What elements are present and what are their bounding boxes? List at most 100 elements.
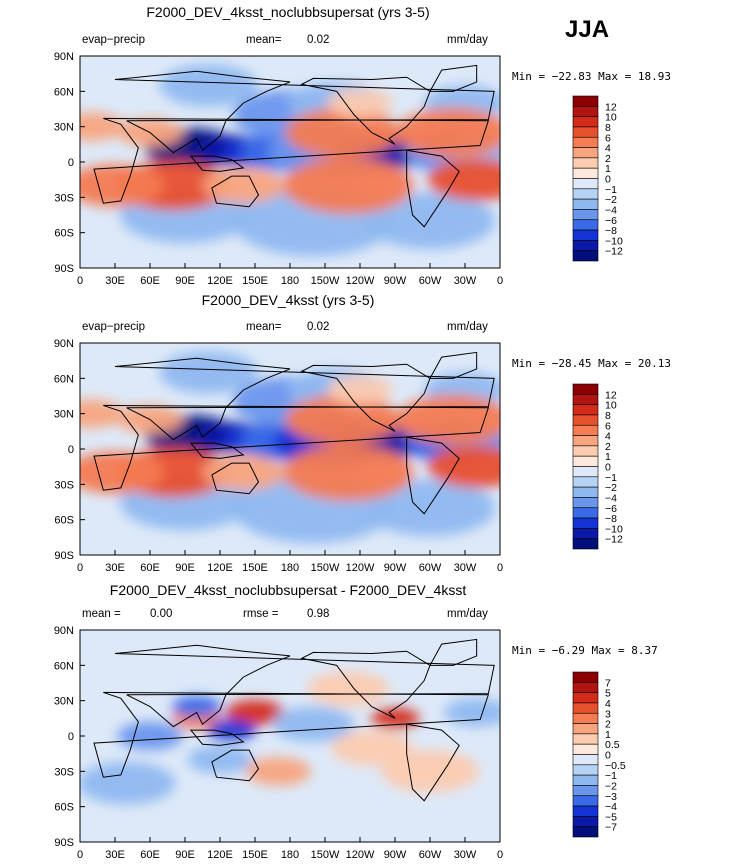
x-tick-label: 0 (77, 562, 83, 574)
y-tick-label: 60S (54, 515, 74, 527)
panel-1-stat-label: mean= (246, 34, 282, 46)
x-tick-label: 120E (207, 275, 233, 287)
coastline (189, 155, 245, 172)
colorbar-label: 4 (605, 431, 611, 443)
panel-1-title: F2000_DEV_4ksst_noclubbsupersat (yrs 3-5… (146, 4, 430, 20)
colorbar-swatch (572, 712, 599, 724)
colorbar-label: −12 (605, 534, 623, 546)
colorbar-label: −1 (605, 770, 617, 782)
field-anomaly (444, 698, 500, 727)
field-anomaly (364, 479, 496, 537)
x-tick-label: 120W (346, 562, 375, 574)
x-tick-label: 30E (105, 275, 125, 287)
coastline (114, 357, 495, 441)
colorbar-swatch (572, 795, 599, 807)
coastline (429, 351, 478, 379)
field-anomaly (225, 699, 285, 726)
x-tick-label: 90W (384, 849, 407, 861)
x-tick-label: 90W (384, 562, 407, 574)
panel-1-minmax: Min = −22.83 Max = 18.93 (512, 70, 671, 83)
field-anomaly (159, 351, 258, 394)
y-tick-label: 60N (54, 373, 74, 385)
colorbar-label: 12 (605, 389, 617, 401)
field-anomaly (381, 750, 479, 793)
colorbar-label: −10 (605, 235, 623, 247)
panel-1-variable-label: evap−precip (82, 34, 145, 46)
x-tick-label: 150W (311, 275, 340, 287)
x-tick-label: 0 (497, 275, 503, 287)
x-tick-label: 120W (346, 849, 375, 861)
field-anomaly (159, 64, 258, 107)
colorbar-label: −2 (605, 780, 617, 792)
panel-2-stat-label: mean= (246, 321, 282, 333)
colorbar-swatch (572, 754, 599, 766)
field-anomaly (80, 112, 125, 141)
y-tick-label: 60N (54, 660, 74, 672)
y-tick-label: 60S (54, 802, 74, 814)
coastline (93, 117, 490, 204)
colorbar-label: −12 (605, 246, 623, 258)
colorbar-swatch (572, 733, 599, 745)
colorbar-swatch (572, 250, 599, 262)
field-anomaly (202, 167, 285, 204)
x-tick-label: 120E (207, 849, 233, 861)
y-tick-label: 0 (68, 444, 74, 456)
colorbar-label: 0.5 (605, 739, 620, 751)
data-field (80, 671, 500, 805)
field-anomaly (427, 158, 500, 201)
x-tick-label: 150E (242, 562, 268, 574)
field-anomaly (80, 761, 176, 805)
x-tick-label: 0 (77, 275, 83, 287)
field-anomaly (307, 671, 390, 707)
colorbar-label: 12 (605, 101, 617, 113)
panel-3-rmse-label: rmse = (243, 608, 279, 620)
coastline (93, 691, 490, 778)
y-tick-label: 90N (54, 338, 74, 350)
colorbar-label: 8 (605, 122, 611, 134)
y-tick-label: 30S (54, 192, 74, 204)
field-anomaly (327, 88, 393, 118)
panel-2-minmax: Min = −28.45 Max = 20.13 (512, 357, 671, 370)
colorbar-swatch (572, 692, 599, 704)
field-anomaly (330, 730, 413, 766)
coastline (211, 175, 260, 208)
coastline (429, 64, 478, 92)
colorbar-label: 2 (605, 441, 611, 453)
colorbar-label: 4 (605, 698, 611, 710)
colorbar-label: 6 (605, 132, 611, 144)
colorbar-label: −4 (605, 801, 617, 813)
x-tick-label: 90E (175, 275, 195, 287)
field-anomaly (283, 444, 414, 501)
coastline (93, 404, 490, 491)
coastlines (93, 638, 495, 802)
panel-2-units: mm/day (447, 321, 488, 333)
panel-3-title: F2000_DEV_4ksst_noclubbsupersat - F2000_… (109, 582, 467, 598)
y-tick-label: 60N (54, 86, 74, 98)
x-tick-label: 30E (105, 849, 125, 861)
coastline (114, 644, 495, 728)
colorbar-label: −4 (605, 492, 617, 504)
x-tick-label: 60E (140, 562, 160, 574)
colorbar-label: −1 (605, 184, 617, 196)
colorbar-swatch (572, 671, 599, 683)
coastline (406, 149, 460, 228)
panel-3-mean-label: mean = (82, 608, 121, 620)
colorbar-label: 5 (605, 688, 611, 700)
x-tick-label: 180 (281, 562, 299, 574)
x-tick-label: 30W (454, 275, 477, 287)
field-anomaly (172, 695, 222, 718)
colorbar-label: −0.5 (605, 760, 626, 772)
colorbar-label: −6 (605, 503, 617, 515)
y-tick-label: 0 (68, 731, 74, 743)
y-tick-label: 30N (54, 696, 74, 708)
colorbar-swatch (572, 723, 599, 735)
coastline (114, 70, 495, 154)
colorbar-label: −8 (605, 225, 617, 237)
field-anomaly (202, 454, 285, 491)
colorbar-swatch (572, 682, 599, 693)
colorbar-label: 1 (605, 163, 611, 175)
coastline (189, 442, 245, 459)
x-tick-label: 90E (175, 849, 195, 861)
field-anomaly (187, 745, 253, 774)
